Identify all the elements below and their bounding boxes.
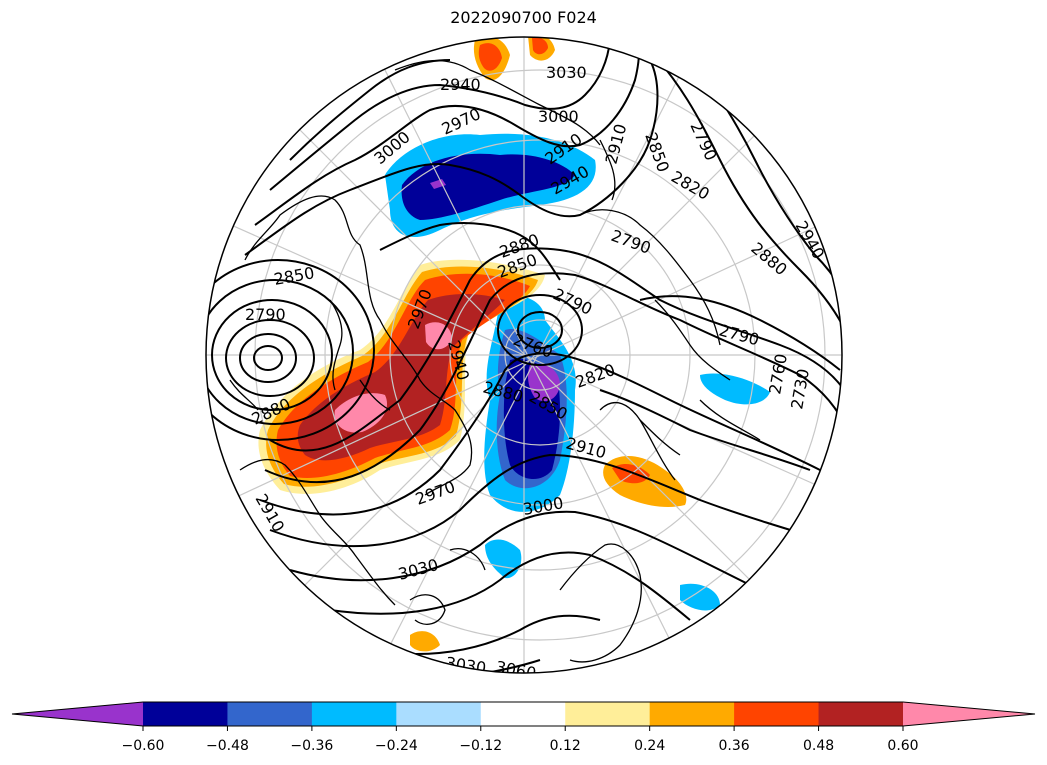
map-title: 2022090700 F024 — [450, 8, 597, 27]
positive-anomaly-region — [478, 43, 502, 71]
negative-anomaly-region — [401, 153, 575, 220]
colorbar-swatches — [11, 701, 1036, 727]
negative-anomaly-region — [430, 179, 446, 189]
colorbar-tick-label: 0.60 — [887, 738, 918, 754]
positive-anomaly-region — [410, 631, 440, 652]
colorbar-tick-label: −0.24 — [375, 738, 418, 754]
shaded-anomaly-layer — [258, 37, 770, 652]
colorbar-tick-label: −0.36 — [290, 738, 333, 754]
colorbar-tick-label: 0.36 — [719, 738, 750, 754]
colorbar-swatch — [396, 702, 482, 726]
positive-anomaly-region — [334, 393, 388, 433]
colorbar-swatch — [480, 702, 566, 726]
colorbar-extend-high — [903, 702, 1035, 726]
contour-label: 2940 — [440, 75, 481, 94]
coastlines — [229, 59, 761, 663]
positive-anomaly-region — [532, 37, 548, 55]
negative-anomaly-region — [680, 583, 720, 611]
colorbar-tick-label: −0.12 — [459, 738, 502, 754]
colorbar-tick-label: −0.60 — [122, 738, 165, 754]
colorbar: −0.60 −0.48 −0.36 −0.24 −0.12 0.12 0.24 0.36 0.4… — [11, 701, 1036, 754]
colorbar-swatch — [565, 702, 651, 726]
contour-label: 3030 — [546, 63, 587, 82]
contour-label: 2790 — [245, 305, 286, 324]
negative-anomaly-region — [700, 373, 770, 405]
colorbar-tick-label: 0.24 — [634, 738, 665, 754]
colorbar-ticks: −0.60 −0.48 −0.36 −0.24 −0.12 0.12 0.24 0.36 0.4… — [122, 726, 919, 754]
colorbar-tick-label: 0.48 — [803, 738, 834, 754]
colorbar-swatch — [649, 702, 735, 726]
colorbar-tick-label: −0.48 — [206, 738, 249, 754]
colorbar-tick-label: 0.12 — [550, 738, 581, 754]
colorbar-swatch — [311, 702, 397, 726]
colorbar-extend-low — [12, 702, 143, 726]
colorbar-swatch — [818, 702, 904, 726]
map-boundary — [205, 36, 843, 674]
contour-label: 3000 — [538, 107, 579, 126]
graticule — [206, 37, 842, 673]
colorbar-swatch — [734, 702, 820, 726]
colorbar-swatch — [227, 702, 313, 726]
polar-stereographic-map: 3030 2940 3000 2970 3000 2910 2940 2910 … — [205, 36, 843, 674]
colorbar-swatch — [143, 702, 228, 726]
